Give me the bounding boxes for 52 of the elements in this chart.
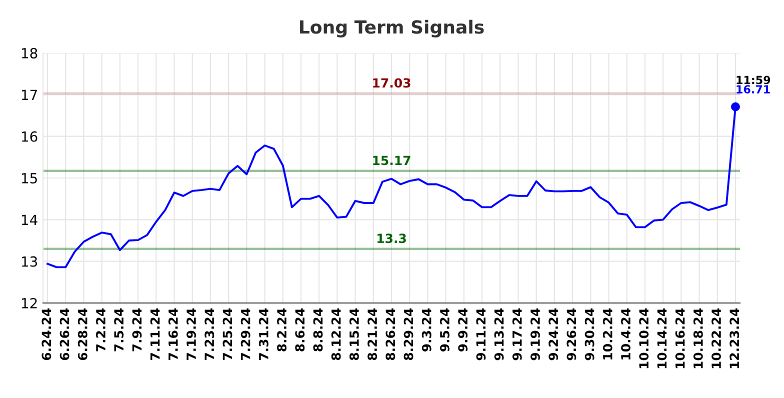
x-tick-label: 8.12.24 (331, 308, 341, 360)
y-tick-label: 17 (22, 90, 37, 100)
x-tick-label: 6.24.24 (42, 308, 52, 360)
x-tick-label: 8.29.24 (404, 308, 414, 360)
x-tick-label: 10.16.24 (675, 308, 685, 368)
x-tick-label: 8.2.24 (277, 308, 287, 352)
x-tick-label: 8.21.24 (368, 308, 378, 360)
x-tick-label: 8.26.24 (386, 308, 396, 360)
x-tick-label: 7.23.24 (204, 308, 214, 360)
x-tick-label: 9.5.24 (440, 308, 450, 352)
x-tick-label: 7.9.24 (132, 308, 142, 352)
x-tick-label: 9.26.24 (566, 308, 576, 360)
y-tick-label: 13 (22, 256, 38, 267)
x-tick-label: 8.15.24 (349, 308, 359, 360)
x-tick-label: 7.11.24 (150, 308, 160, 360)
x-tick-label: 7.29.24 (240, 308, 250, 360)
x-tick-label: 10.14.24 (657, 308, 667, 368)
x-tick-label: 9.30.24 (584, 308, 594, 360)
x-tick-label: 9.17.24 (512, 308, 522, 360)
x-tick-label: 6.26.24 (60, 308, 70, 360)
x-tick-label: 7.2.24 (96, 308, 106, 352)
y-tick-label: 12 (22, 298, 37, 308)
x-tick-label: 9.13.24 (494, 308, 504, 360)
ref-line-label: 17.03 (373, 78, 410, 88)
x-tick-label: 7.19.24 (186, 308, 196, 360)
y-tick-label: 14 (22, 214, 38, 225)
x-tick-label: 10.10.24 (639, 308, 649, 368)
x-tick-label: 9.19.24 (530, 308, 540, 360)
x-tick-label: 10.2.24 (602, 308, 612, 360)
y-tick-label: 15 (22, 173, 37, 184)
x-tick-label: 6.28.24 (78, 308, 88, 360)
ref-line-label: 13.3 (377, 234, 406, 244)
x-tick-label: 10.22.24 (712, 308, 721, 368)
x-tick-label: 8.8.24 (313, 308, 323, 352)
chart-title: Long Term Signals (300, 20, 484, 38)
x-tick-label: 7.16.24 (168, 308, 178, 360)
x-tick-label: 7.31.24 (258, 308, 268, 360)
x-tick-label: 9.11.24 (476, 308, 486, 360)
x-tick-label: 8.6.24 (295, 308, 305, 352)
y-tick-label: 16 (22, 131, 38, 142)
x-tick-label: 9.3.24 (422, 308, 432, 352)
ref-line-label: 15.17 (373, 156, 410, 166)
x-tick-label: 10.18.24 (693, 308, 703, 368)
annotation: 11:59 (736, 76, 770, 84)
annotation: 16.71 (736, 85, 770, 94)
x-tick-label: 12.23.24 (730, 308, 740, 368)
x-tick-label: 7.5.24 (114, 308, 124, 352)
x-tick-label: 10.4.24 (621, 308, 630, 360)
x-tick-label: 9.9.24 (458, 308, 468, 352)
x-tick-label: 7.25.24 (222, 308, 232, 360)
x-tick-label: 9.24.24 (548, 308, 558, 360)
y-tick-label: 18 (22, 48, 38, 58)
